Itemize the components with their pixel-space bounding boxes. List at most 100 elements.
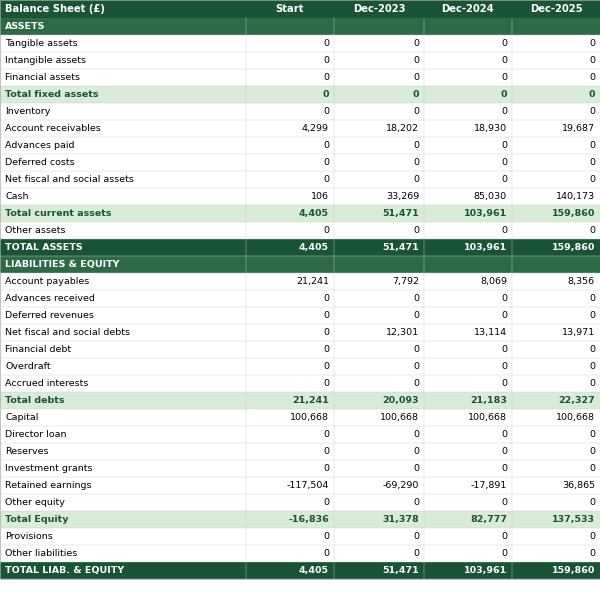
Text: Account payables: Account payables [5, 277, 89, 286]
Text: Financial assets: Financial assets [5, 73, 80, 82]
Text: 0: 0 [589, 311, 595, 320]
Text: 0: 0 [589, 107, 595, 116]
Text: 13,971: 13,971 [562, 328, 595, 337]
Bar [0, 562, 600, 579]
Text: 0: 0 [501, 464, 507, 473]
Text: 36,865: 36,865 [562, 481, 595, 490]
Bar [0, 273, 600, 290]
Text: 7,792: 7,792 [392, 277, 419, 286]
Text: 159,860: 159,860 [551, 209, 595, 218]
Text: 0: 0 [589, 362, 595, 371]
Text: 0: 0 [413, 73, 419, 82]
Text: Dec-2023: Dec-2023 [353, 4, 405, 14]
Text: Capital: Capital [5, 413, 38, 422]
Text: 21,183: 21,183 [470, 396, 507, 405]
Bar [0, 120, 600, 137]
Bar [0, 443, 600, 460]
Text: 33,269: 33,269 [386, 192, 419, 201]
Text: 0: 0 [413, 464, 419, 473]
Text: LIABILITIES & EQUITY: LIABILITIES & EQUITY [5, 260, 119, 269]
Text: 0: 0 [323, 56, 329, 65]
Text: 0: 0 [323, 532, 329, 541]
Text: 0: 0 [323, 311, 329, 320]
Text: 0: 0 [413, 56, 419, 65]
Text: 0: 0 [323, 73, 329, 82]
Text: 0: 0 [501, 362, 507, 371]
Bar [0, 477, 600, 494]
Text: 12,301: 12,301 [386, 328, 419, 337]
Text: 4,405: 4,405 [299, 209, 329, 218]
Text: Advances paid: Advances paid [5, 141, 74, 150]
Text: 0: 0 [413, 430, 419, 439]
Text: 85,030: 85,030 [474, 192, 507, 201]
Text: 0: 0 [413, 498, 419, 507]
Bar [0, 460, 600, 477]
Text: -117,504: -117,504 [287, 481, 329, 490]
Text: 0: 0 [589, 90, 595, 99]
Text: 20,093: 20,093 [383, 396, 419, 405]
Text: 0: 0 [501, 498, 507, 507]
Text: 0: 0 [501, 430, 507, 439]
Bar [0, 222, 600, 239]
Text: 100,668: 100,668 [468, 413, 507, 422]
Text: Total debts: Total debts [5, 396, 65, 405]
Text: 0: 0 [589, 73, 595, 82]
Text: 0: 0 [323, 345, 329, 354]
Bar [0, 171, 600, 188]
Text: 0: 0 [589, 345, 595, 354]
Text: 159,860: 159,860 [551, 566, 595, 575]
Text: Investment grants: Investment grants [5, 464, 92, 473]
Text: 0: 0 [323, 430, 329, 439]
Text: 0: 0 [589, 549, 595, 558]
Text: 0: 0 [589, 430, 595, 439]
Text: 0: 0 [413, 447, 419, 456]
Text: 103,961: 103,961 [464, 243, 507, 252]
Text: 0: 0 [501, 56, 507, 65]
Text: 0: 0 [413, 532, 419, 541]
Text: 19,687: 19,687 [562, 124, 595, 133]
Text: 0: 0 [413, 175, 419, 184]
Text: 18,202: 18,202 [386, 124, 419, 133]
Bar [0, 18, 600, 35]
Text: Provisions: Provisions [5, 532, 53, 541]
Text: 22,327: 22,327 [558, 396, 595, 405]
Text: TOTAL LIAB. & EQUITY: TOTAL LIAB. & EQUITY [5, 566, 124, 575]
Text: 0: 0 [589, 379, 595, 388]
Text: Cash: Cash [5, 192, 29, 201]
Text: 0: 0 [413, 226, 419, 235]
Text: 0: 0 [413, 107, 419, 116]
Text: 0: 0 [323, 39, 329, 48]
Text: 103,961: 103,961 [464, 566, 507, 575]
Bar [0, 426, 600, 443]
Text: 13,114: 13,114 [474, 328, 507, 337]
Bar [0, 341, 600, 358]
Bar [0, 52, 600, 69]
Text: 0: 0 [501, 345, 507, 354]
Text: Start: Start [276, 4, 304, 14]
Bar [0, 307, 600, 324]
Text: ASSETS: ASSETS [5, 22, 46, 31]
Text: Accrued interests: Accrued interests [5, 379, 88, 388]
Text: Reserves: Reserves [5, 447, 49, 456]
Text: Account receivables: Account receivables [5, 124, 101, 133]
Text: 0: 0 [413, 362, 419, 371]
Text: 51,471: 51,471 [382, 243, 419, 252]
Text: 51,471: 51,471 [382, 209, 419, 218]
Text: 159,860: 159,860 [551, 243, 595, 252]
Text: 4,299: 4,299 [302, 124, 329, 133]
Bar [0, 494, 600, 511]
Bar [0, 69, 600, 86]
Text: 0: 0 [501, 158, 507, 167]
Text: 0: 0 [323, 549, 329, 558]
Text: Dec-2025: Dec-2025 [530, 4, 583, 14]
Text: 0: 0 [413, 294, 419, 303]
Text: 0: 0 [501, 107, 507, 116]
Text: 18,930: 18,930 [474, 124, 507, 133]
Text: 31,378: 31,378 [382, 515, 419, 524]
Bar [0, 86, 600, 103]
Text: -16,836: -16,836 [288, 515, 329, 524]
Text: 137,533: 137,533 [552, 515, 595, 524]
Text: 0: 0 [589, 532, 595, 541]
Text: 0: 0 [413, 311, 419, 320]
Text: 0: 0 [589, 226, 595, 235]
